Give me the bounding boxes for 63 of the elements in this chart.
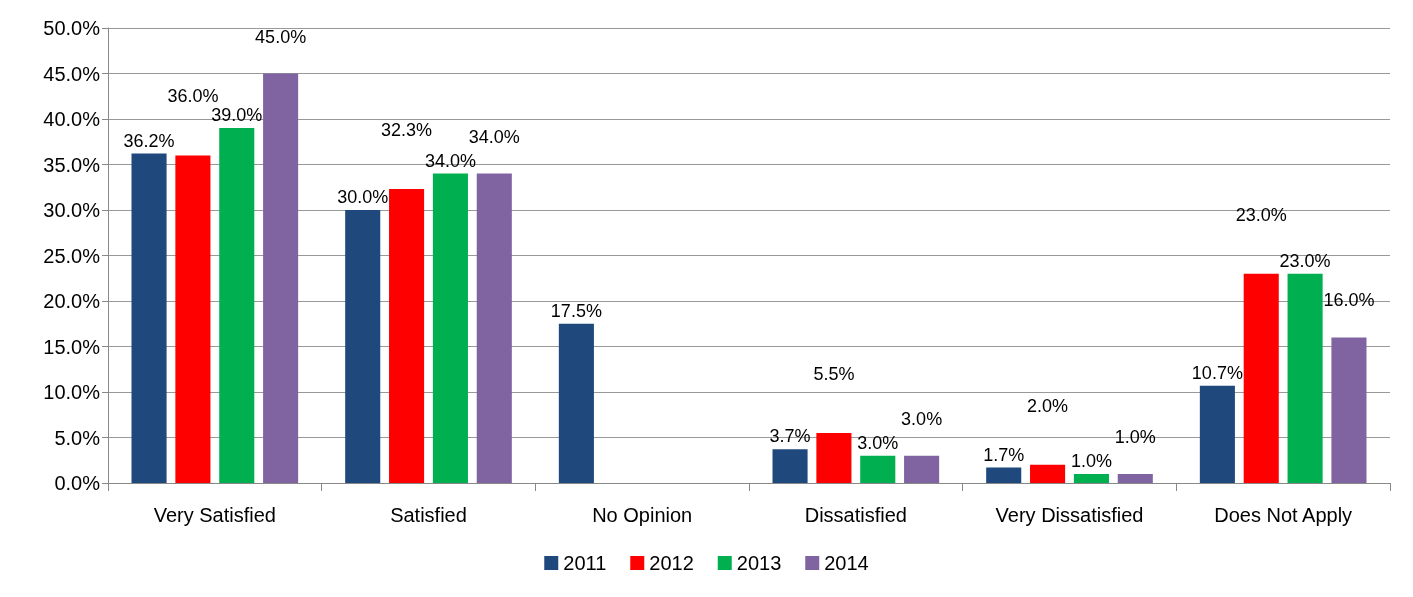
bar: [904, 455, 940, 483]
bar: [1331, 337, 1367, 483]
data-label: 17.5%: [550, 300, 602, 321]
y-tick-label: 50.0%: [43, 17, 101, 39]
bar: [345, 210, 381, 483]
data-label: 2.0%: [1027, 395, 1069, 416]
x-tick-label: Very Dissatisfied: [995, 504, 1144, 526]
y-tick-label: 25.0%: [43, 244, 101, 267]
bar: [860, 455, 896, 483]
y-tick-label: 35.0%: [43, 153, 101, 176]
bar: [476, 173, 512, 483]
legend-label: 2013: [736, 552, 782, 574]
y-tick-label: 45.0%: [43, 62, 101, 85]
bar: [1030, 464, 1066, 483]
data-label: 23.0%: [1279, 250, 1331, 271]
data-label: 34.0%: [424, 150, 476, 171]
data-label: 30.0%: [337, 187, 389, 207]
data-label: 23.0%: [1235, 204, 1287, 225]
data-label: 39.0%: [211, 105, 263, 126]
x-tick-label: Satisfied: [390, 504, 467, 526]
bar: [816, 432, 852, 483]
bar: [432, 173, 468, 483]
y-tick-label: 20.0%: [43, 290, 101, 312]
legend-label: 2011: [563, 552, 607, 574]
data-label: 36.0%: [167, 86, 219, 107]
data-label: 10.7%: [1191, 362, 1243, 383]
bar: [986, 467, 1022, 483]
bar: [263, 73, 299, 483]
data-label: 3.0%: [901, 408, 943, 429]
bar: [389, 189, 425, 483]
bar: [1073, 473, 1109, 483]
bar: [175, 155, 211, 483]
data-label: 5.5%: [813, 363, 855, 384]
bar: [1287, 273, 1323, 483]
bar: [131, 153, 167, 483]
data-label: 1.0%: [1114, 426, 1156, 447]
y-tick-label: 40.0%: [43, 108, 101, 130]
y-tick-label: 15.0%: [43, 335, 101, 358]
legend-label: 2014: [824, 552, 869, 574]
data-label: 3.7%: [769, 426, 811, 447]
bar: [1243, 273, 1279, 483]
y-tick-label: 5.0%: [54, 426, 101, 449]
y-tick-label: 30.0%: [43, 199, 101, 221]
bar: [558, 323, 594, 483]
data-label: 36.2%: [123, 130, 175, 151]
x-tick-label: No Opinion: [592, 504, 693, 526]
x-tick-label: Very Satisfied: [153, 504, 276, 526]
data-label: 34.0%: [468, 126, 520, 147]
x-tick-label: Dissatisfied: [804, 504, 907, 526]
data-label: 3.0%: [857, 432, 899, 453]
legend-label: 2012: [649, 552, 694, 574]
data-label: 1.7%: [983, 444, 1025, 465]
bar: [1199, 385, 1235, 483]
data-label: 1.0%: [1070, 450, 1112, 471]
bar: [219, 128, 255, 483]
data-label: 45.0%: [255, 26, 307, 47]
data-label: 16.0%: [1323, 290, 1375, 311]
bar: [772, 449, 808, 483]
data-label: 32.3%: [381, 120, 433, 141]
y-tick-label: 10.0%: [43, 381, 101, 403]
y-tick-label: 0.0%: [54, 472, 101, 494]
bar: [1117, 473, 1153, 483]
x-tick-label: Does Not Apply: [1214, 504, 1353, 526]
